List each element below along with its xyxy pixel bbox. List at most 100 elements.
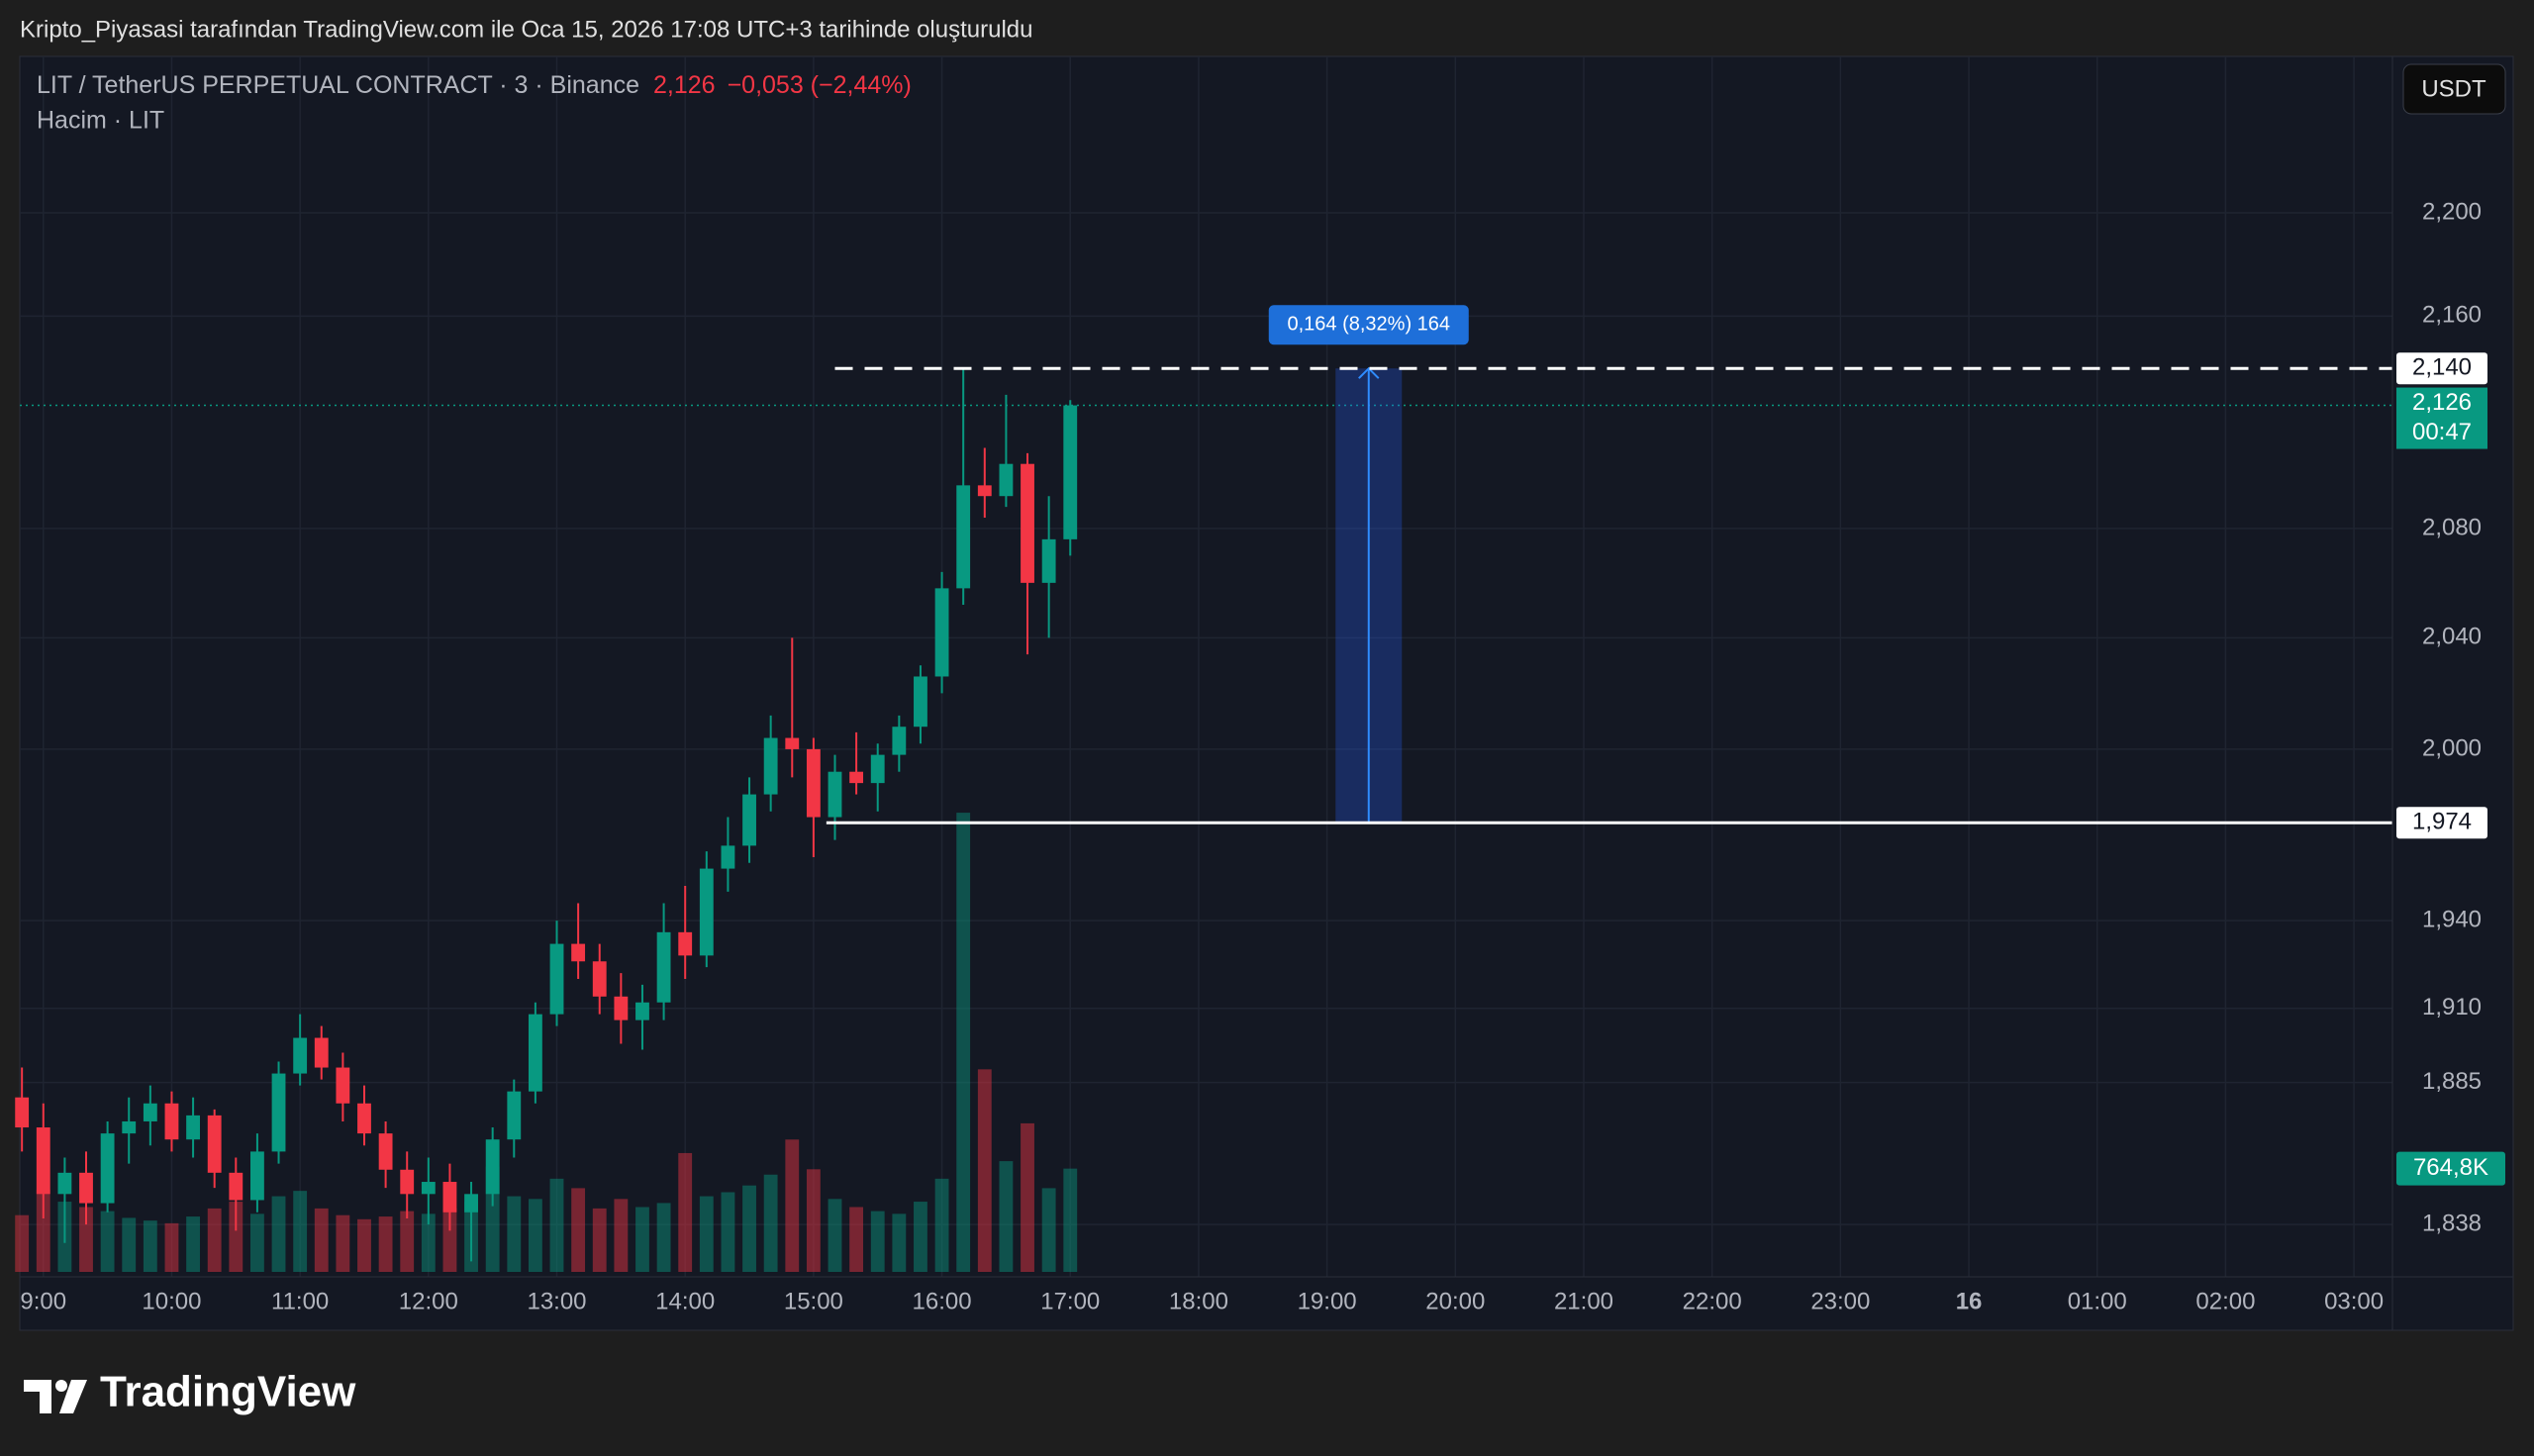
- volume-legend: Hacim · LIT: [37, 107, 164, 135]
- currency-button[interactable]: [2402, 63, 2506, 115]
- volume-bar: [828, 1199, 842, 1272]
- logo-mark: [59, 1380, 87, 1413]
- y-tick-label: 2,160: [2422, 302, 2482, 329]
- volume-bar: [36, 1189, 50, 1272]
- volume-bar: [122, 1217, 137, 1272]
- volume-bar: [400, 1211, 415, 1272]
- x-tick-label: 03:00: [2324, 1288, 2384, 1314]
- candle-body: [79, 1172, 93, 1204]
- price-line-label: 1,974: [2412, 809, 2472, 835]
- chart-panel: [19, 55, 2514, 1331]
- last-price-box: [2396, 387, 2487, 449]
- logo-dot: [55, 1380, 67, 1392]
- volume-bar: [678, 1152, 693, 1272]
- grid: [20, 56, 2392, 1277]
- x-tick-label: 23:00: [1810, 1288, 1870, 1314]
- candle-body: [806, 748, 821, 818]
- candle-body: [249, 1151, 264, 1201]
- y-tick-label: 1,940: [2422, 906, 2482, 932]
- x-tick-label: 20:00: [1425, 1288, 1485, 1314]
- currency-label[interactable]: USDT: [2421, 75, 2486, 102]
- candle-body: [742, 794, 756, 846]
- candle-body: [892, 727, 907, 755]
- candle-body: [656, 931, 671, 1003]
- candle-body: [271, 1073, 286, 1152]
- candle-body: [1041, 538, 1056, 583]
- volume-label-box: [2396, 1151, 2505, 1186]
- brand: TradingView: [100, 1368, 356, 1416]
- volume-bar: [79, 1207, 93, 1272]
- price-line-box: [2396, 352, 2487, 385]
- candle-body: [1021, 463, 1034, 583]
- candle-body: [400, 1169, 415, 1195]
- volume-bar: [999, 1161, 1014, 1272]
- candle-body: [336, 1067, 350, 1104]
- last-price-label: 2,126: [2412, 389, 2472, 416]
- y-tick-label: 2,200: [2422, 198, 2482, 225]
- candle-body: [122, 1120, 137, 1134]
- x-tick-label: 11:00: [271, 1288, 329, 1314]
- volume-bar: [571, 1188, 586, 1272]
- volume-bar: [507, 1196, 522, 1272]
- change: −0,053 (−2,44%): [728, 71, 912, 99]
- volume-bar: [229, 1202, 244, 1272]
- candle-body: [914, 676, 927, 728]
- volume-bar: [528, 1199, 542, 1272]
- candle-body: [828, 771, 842, 818]
- x-tick-label: 12:00: [399, 1288, 458, 1314]
- volume-bar: [742, 1185, 756, 1272]
- volume-bar: [421, 1213, 436, 1272]
- x-tick-label: 17:00: [1040, 1288, 1100, 1314]
- volume-bar: [977, 1069, 992, 1272]
- x-tick-label: 22:00: [1683, 1288, 1742, 1314]
- candle-body: [1063, 405, 1078, 539]
- volume-bar: [1063, 1168, 1078, 1272]
- volume-bar: [15, 1214, 30, 1272]
- logo: [24, 1380, 87, 1413]
- candle-body: [164, 1103, 179, 1140]
- candle-body: [293, 1037, 308, 1074]
- overlay: 2,126 00:47 0,164 (8,32%) 164 2,140 1,974 764…: [20, 305, 2505, 1186]
- volume-bar: [721, 1192, 735, 1272]
- x-tick-label: 16: [1956, 1288, 1983, 1314]
- candle-body: [378, 1133, 393, 1170]
- candle-body: [571, 943, 586, 962]
- volume-bar: [956, 813, 971, 1272]
- price-line-box: [2396, 807, 2487, 839]
- candle-body: [528, 1014, 542, 1092]
- logo-mark: [24, 1380, 51, 1413]
- x-tick-label: 19:00: [1298, 1288, 1357, 1314]
- volume-bar: [892, 1213, 907, 1272]
- x-tick-label: 16:00: [913, 1288, 972, 1314]
- candle-body: [507, 1091, 522, 1140]
- x-tick-label: 01:00: [2068, 1288, 2127, 1314]
- y-tick-label: 1,910: [2422, 994, 2482, 1020]
- caption: Kripto_Piyasasi tarafından TradingView.c…: [20, 16, 1033, 43]
- x-tick-label: 10:00: [142, 1288, 201, 1314]
- x-tick-label: 14:00: [655, 1288, 715, 1314]
- price: 2,126: [653, 71, 716, 99]
- volume-bar: [249, 1213, 264, 1272]
- candle-body: [977, 485, 992, 497]
- candle-body: [314, 1037, 329, 1068]
- candle-body: [614, 996, 629, 1020]
- candle-body: [207, 1115, 222, 1173]
- volume-bar: [870, 1211, 885, 1272]
- symbol: LIT / TetherUS PERPETUAL CONTRACT · 3 · …: [37, 71, 639, 99]
- volume-bar: [1021, 1122, 1034, 1272]
- candle-body: [635, 1002, 649, 1020]
- candle-body: [956, 485, 971, 589]
- candle-body: [592, 961, 607, 997]
- volume-bar: [656, 1203, 671, 1272]
- measure-label: 0,164 (8,32%) 164: [1287, 314, 1450, 336]
- candle-body: [442, 1182, 457, 1213]
- candle-body: [870, 754, 885, 784]
- volume-bar: [849, 1207, 864, 1272]
- volume-bar: [357, 1218, 371, 1272]
- volume-pane: [15, 813, 1078, 1272]
- legend-symbol: LIT / TetherUS PERPETUAL CONTRACT · 3 · …: [37, 71, 912, 99]
- volume-bar: [614, 1199, 629, 1272]
- candle-body: [15, 1097, 30, 1128]
- volume-bar: [164, 1222, 179, 1272]
- candle-body: [57, 1172, 72, 1195]
